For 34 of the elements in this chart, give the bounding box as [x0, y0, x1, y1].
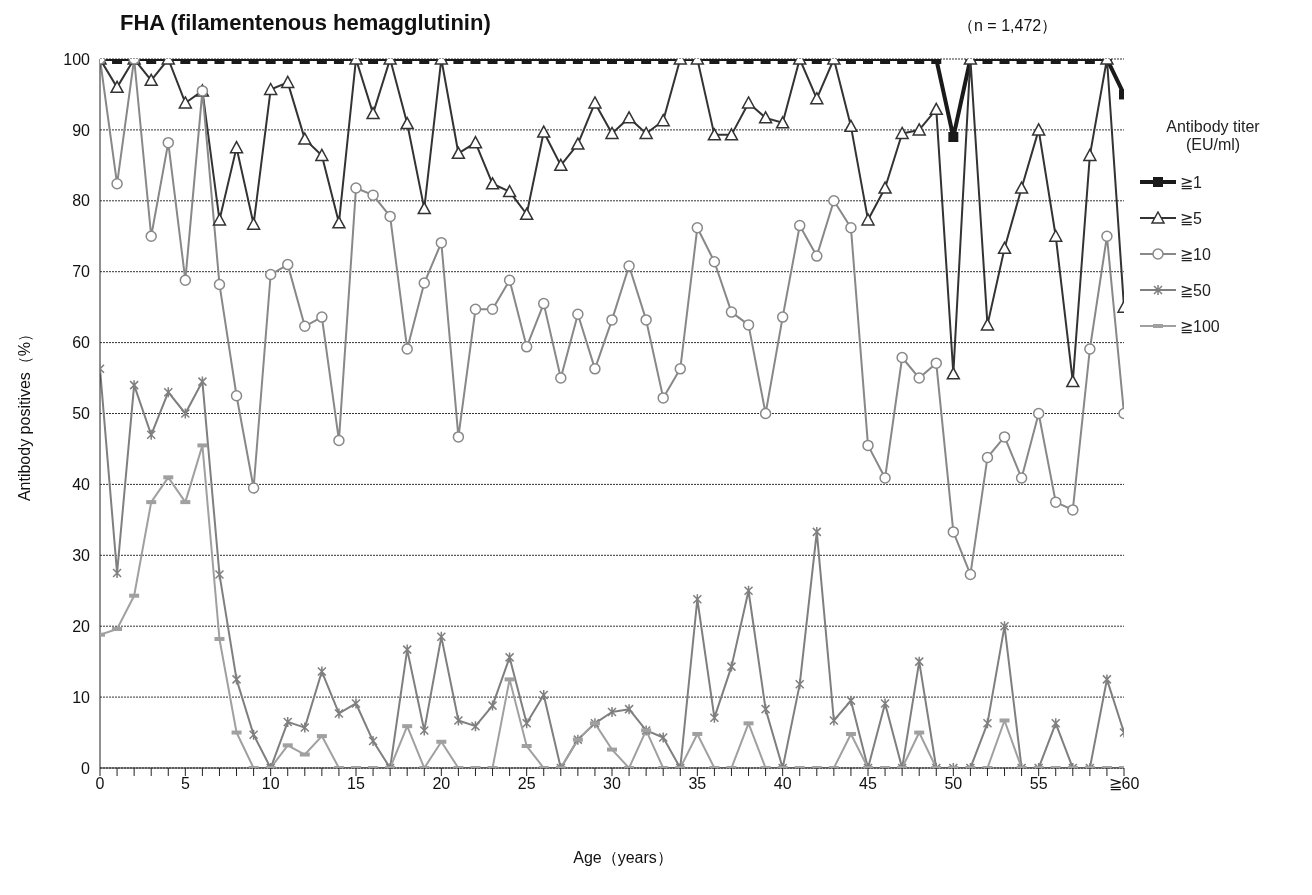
x-axis-title: Age（years）: [572, 848, 674, 868]
legend-label: ≧50: [1180, 280, 1211, 300]
x-tick-label: 25: [517, 775, 536, 793]
legend-title: Antibody titer (EU/ml): [1165, 118, 1261, 154]
legend-label: ≧10: [1180, 244, 1211, 264]
legend-label: ≧100: [1180, 316, 1220, 336]
y-tick-label: 10: [72, 688, 91, 706]
y-tick-label: 40: [72, 476, 91, 494]
x-tick-label: 20: [432, 775, 451, 793]
y-axis-title: Antibody positives（%）: [15, 325, 33, 502]
chart-subtitle: （n = 1,472）: [958, 16, 1058, 36]
y-tick-label: 30: [72, 546, 91, 564]
y-tick-label: 60: [72, 334, 91, 352]
x-tick-label: 15: [347, 775, 365, 793]
legend-label: ≧5: [1180, 208, 1202, 228]
x-tick-label: 40: [773, 775, 792, 793]
y-tick-label: 20: [72, 617, 91, 635]
x-tick-label: 5: [180, 775, 190, 793]
y-tick-label: 100: [63, 50, 91, 68]
x-tick-label: 30: [603, 775, 621, 793]
x-tick-label: 50: [944, 775, 963, 793]
chart-title: FHA (filamentenous hemagglutinin): [120, 10, 491, 36]
x-tick-label: 0: [95, 775, 105, 793]
x-tick-label: 55: [1029, 775, 1048, 793]
y-tick-label: 80: [72, 192, 91, 210]
x-tick-label: 10: [261, 775, 280, 793]
x-tick-label: 35: [688, 775, 707, 793]
x-tick-label: ≧60: [1108, 775, 1140, 793]
legend-label: ≧1: [1180, 172, 1202, 192]
y-tick-label: 0: [81, 759, 91, 777]
y-tick-label: 50: [72, 405, 91, 423]
y-tick-label: 70: [72, 263, 91, 281]
y-tick-label: 90: [72, 121, 91, 139]
x-tick-label: 45: [859, 775, 877, 793]
